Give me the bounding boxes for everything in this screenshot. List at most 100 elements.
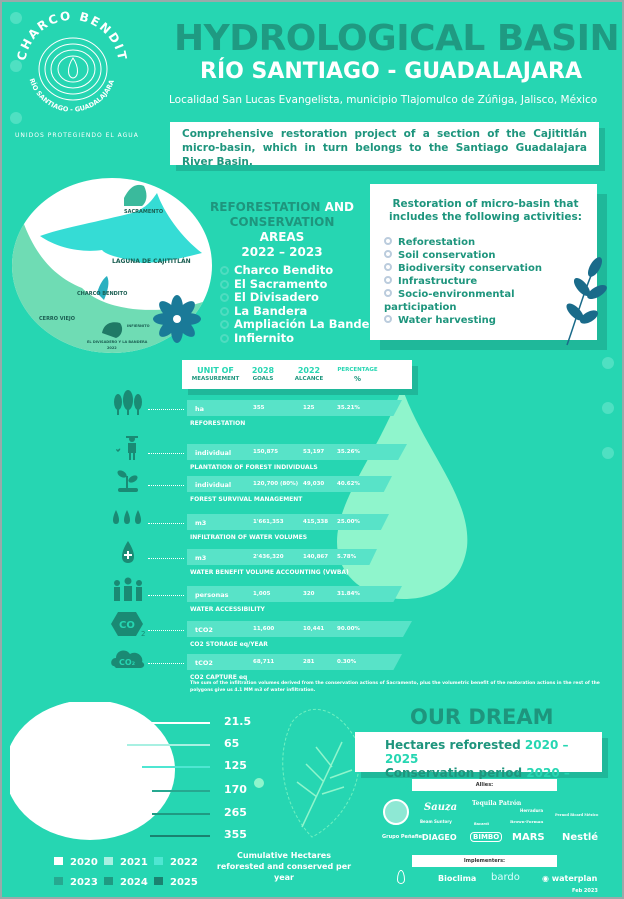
map-label: LAGUNA DE CAJITITLÁN <box>112 258 191 265</box>
decor-circle <box>254 778 264 788</box>
brown-forman-logo: Brown-Forman <box>510 819 544 824</box>
cell-percentage: 5.78% <box>337 554 357 560</box>
list-item: Infrastructure <box>384 275 587 288</box>
bullet-icon <box>384 237 392 245</box>
cell-percentage: 31.84% <box>337 591 360 597</box>
legend-swatch <box>104 857 113 865</box>
table-row: tCO2 68,711 281 0.30% <box>187 654 402 670</box>
list-item: El Sacramento <box>220 277 383 292</box>
list-item: Water harvesting <box>384 314 587 327</box>
trees-icon <box>110 390 146 416</box>
dream-box: Hectares reforested 2020 – 2025 Conserva… <box>355 732 602 794</box>
bullet-icon <box>220 306 229 316</box>
cell-percentage: 35.21% <box>337 405 360 411</box>
svg-text:CO: CO <box>119 620 135 631</box>
legend-swatch <box>54 857 63 865</box>
leaf-outline-illustration <box>272 702 362 842</box>
list-item: Soil conservation <box>384 249 587 262</box>
legend-item: 2022 <box>154 857 198 868</box>
legend-swatch <box>154 857 163 865</box>
legend-item: 2024 <box>104 877 148 888</box>
implementers-label: Implementers: <box>412 855 557 867</box>
cell-unit: m3 <box>195 519 207 527</box>
table-header: UNIT OF MEASUREMENT 2028 GOALS 2022 ALCANCE… <box>182 360 412 389</box>
water-drops-icon <box>110 504 146 530</box>
table-row: tCO2 11,600 10,441 90.00% <box>187 621 412 637</box>
table-row: m3 1'661,353 415,338 25.00% <box>187 514 389 530</box>
bullet-icon <box>384 250 392 258</box>
bullet-icon <box>220 279 229 289</box>
legend-label: 2021 <box>120 857 148 868</box>
row-label: WATER BENEFIT VOLUME ACCOUNTING (VWBA) <box>190 569 349 576</box>
bacardi-logo: Bacardí <box>474 822 489 826</box>
legend-label: 2025 <box>170 877 198 888</box>
legend-label: 2024 <box>120 877 148 888</box>
map-label: INFIERNITO <box>127 324 150 328</box>
cell-unit: personas <box>195 591 229 599</box>
leaf-branch-icon <box>557 257 607 347</box>
seal-logo <box>383 799 409 825</box>
bullet-icon <box>384 289 392 297</box>
bullet-icon <box>384 315 392 323</box>
hectares-value: 170 <box>224 783 247 796</box>
legend-item: 2025 <box>154 877 198 888</box>
decor-dot <box>602 402 614 414</box>
dotted-connector <box>148 663 184 664</box>
areas-years: 2022 – 2023 <box>241 245 323 259</box>
areas-title-part: REFORESTATION <box>210 200 321 214</box>
mars-logo: MARS <box>512 832 545 843</box>
value-leader-line <box>112 722 210 724</box>
cell-unit: tCO2 <box>195 659 213 667</box>
activity-name: Water harvesting <box>398 315 496 326</box>
cell-achieved: 53,197 <box>303 449 325 455</box>
bullet-icon <box>220 320 229 329</box>
header-percentage-sub: % <box>353 375 361 383</box>
flower-icon <box>152 294 202 344</box>
cell-achieved: 320 <box>303 591 315 597</box>
cell-goal: 120,700 (80%) <box>253 481 299 487</box>
decor-dot <box>602 447 614 459</box>
cell-achieved: 281 <box>303 659 315 665</box>
cell-percentage: 90.00% <box>337 626 360 632</box>
herradura-logo: Herradura <box>520 808 544 813</box>
page-subtitle: RÍO SANTIAGO - GUADALAJARA <box>200 59 582 84</box>
activity-name: Soil conservation <box>398 250 496 261</box>
co2-hexagon-icon: CO 2 <box>110 611 146 638</box>
cell-unit: individual <box>195 449 232 457</box>
decor-dot <box>10 12 22 24</box>
map-label: SACRAMENTO <box>124 209 164 215</box>
dotted-connector <box>148 485 184 486</box>
svg-text:2: 2 <box>141 630 145 637</box>
bardo-logo: bardo <box>491 872 520 883</box>
water-drop-illustration <box>337 387 468 599</box>
map-label: CHARCO BENDITO <box>77 291 128 297</box>
cell-achieved: 10,441 <box>303 626 325 632</box>
value-leader-line <box>142 766 210 768</box>
table-row: individual 150,875 53,197 35.26% <box>187 444 407 460</box>
header-unit-sub: MEASUREMENT <box>191 376 240 382</box>
leaf-logo <box>397 870 405 884</box>
bullet-icon <box>384 263 392 271</box>
header-percentage: PERCENTAGE <box>337 367 378 373</box>
water-plus-icon <box>110 539 146 565</box>
cell-goal: 2'436,320 <box>253 554 284 560</box>
legend-label: 2023 <box>70 877 98 888</box>
cell-unit: ha <box>195 405 205 413</box>
page-title: HYDROLOGICAL BASIN <box>174 18 620 59</box>
value-leader-line <box>127 744 210 746</box>
allies-label: Allies: <box>412 779 557 791</box>
cell-goal: 355 <box>253 405 265 411</box>
bullet-icon <box>220 293 229 302</box>
header-goals: 2028 <box>251 366 275 375</box>
cell-percentage: 35.26% <box>337 449 360 455</box>
cell-unit: tCO2 <box>195 626 213 634</box>
header-unit: UNIT OF <box>197 366 234 375</box>
people-icon <box>110 576 146 602</box>
legend-swatch <box>104 877 113 885</box>
dotted-connector <box>148 453 184 454</box>
area-name: Ampliación La Bandera <box>234 317 383 331</box>
hectares-value: 355 <box>224 828 247 841</box>
charco-bendito-logo: CHARCO BENDITO RÍO SANTIAGO - GUADALAJAR… <box>2 2 138 145</box>
patron-logo: Tequila Patrón <box>472 800 522 807</box>
